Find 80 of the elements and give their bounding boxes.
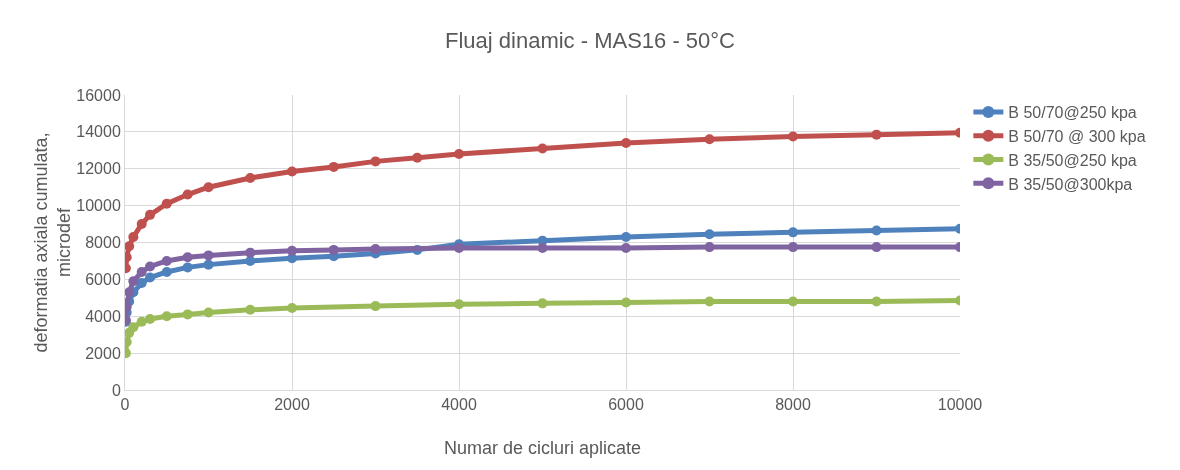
point xyxy=(203,307,214,318)
point xyxy=(788,131,798,142)
point xyxy=(412,152,423,163)
point xyxy=(161,255,172,266)
point xyxy=(245,247,256,258)
point xyxy=(287,302,297,313)
x-tick-label: 10000 xyxy=(937,396,983,414)
point xyxy=(161,267,172,277)
point xyxy=(621,231,631,242)
point xyxy=(454,299,464,310)
point xyxy=(136,316,147,327)
point xyxy=(537,298,548,309)
point xyxy=(788,296,798,307)
point xyxy=(245,304,256,315)
point xyxy=(161,311,172,322)
point xyxy=(871,225,882,236)
point xyxy=(182,189,193,200)
point xyxy=(871,296,882,307)
point xyxy=(203,259,214,270)
point xyxy=(788,242,798,253)
point xyxy=(145,261,156,272)
point xyxy=(537,143,548,154)
point xyxy=(704,134,715,145)
point xyxy=(621,297,631,308)
point xyxy=(125,241,135,252)
point xyxy=(871,129,882,140)
x-tick-label: 2000 xyxy=(274,396,310,414)
point xyxy=(145,272,156,283)
point xyxy=(704,242,715,253)
legend-label: B 35/50@300kpa xyxy=(1008,175,1133,193)
point xyxy=(136,219,147,230)
point xyxy=(370,301,381,312)
point xyxy=(125,287,135,298)
point xyxy=(182,262,193,273)
y-tick-label: 8000 xyxy=(85,234,121,252)
point xyxy=(537,243,548,254)
point xyxy=(370,243,381,254)
x-tick-label: 6000 xyxy=(608,396,644,414)
y-axis-title: deformatia axiala cumulata, microdef xyxy=(30,132,75,353)
point xyxy=(128,231,139,242)
y-tick-label: 6000 xyxy=(85,270,121,288)
point xyxy=(621,243,631,254)
point xyxy=(621,137,631,148)
legend-label: B 35/50@250 kpa xyxy=(1008,151,1137,169)
point xyxy=(287,245,297,256)
point xyxy=(161,198,172,209)
point xyxy=(145,314,156,325)
point xyxy=(328,161,339,172)
point xyxy=(370,156,381,167)
y-tick-label: 12000 xyxy=(76,160,121,178)
point xyxy=(328,244,339,255)
y-tick-label: 0 xyxy=(111,381,121,399)
point xyxy=(871,242,882,253)
point xyxy=(454,243,464,254)
point xyxy=(128,322,139,333)
point xyxy=(704,296,715,307)
y-tick-label: 10000 xyxy=(76,197,121,215)
x-tick-label: 4000 xyxy=(441,396,477,414)
point xyxy=(145,209,156,220)
point xyxy=(203,182,214,193)
chart-title: Fluaj dinamic - MAS16 - 50°C xyxy=(444,28,736,54)
y-tick-label: 2000 xyxy=(85,344,121,362)
y-tick-label: 4000 xyxy=(85,307,121,325)
point xyxy=(788,227,798,238)
point xyxy=(182,309,193,320)
y-tick-label: 16000 xyxy=(76,86,121,104)
point xyxy=(704,229,715,240)
point xyxy=(245,172,256,183)
point xyxy=(454,149,464,159)
x-tick-label: 8000 xyxy=(775,396,811,414)
point xyxy=(128,276,139,287)
legend-label: B 50/70 @ 300 kpa xyxy=(1008,127,1146,145)
x-axis-title: Numar de cicluri aplicate xyxy=(443,438,642,458)
point xyxy=(182,252,193,263)
point xyxy=(287,166,297,177)
point xyxy=(136,267,147,277)
legend-label: B 50/70@250 kpa xyxy=(1008,104,1137,122)
point xyxy=(136,278,147,289)
y-tick-label: 14000 xyxy=(76,123,121,141)
point xyxy=(203,250,214,261)
